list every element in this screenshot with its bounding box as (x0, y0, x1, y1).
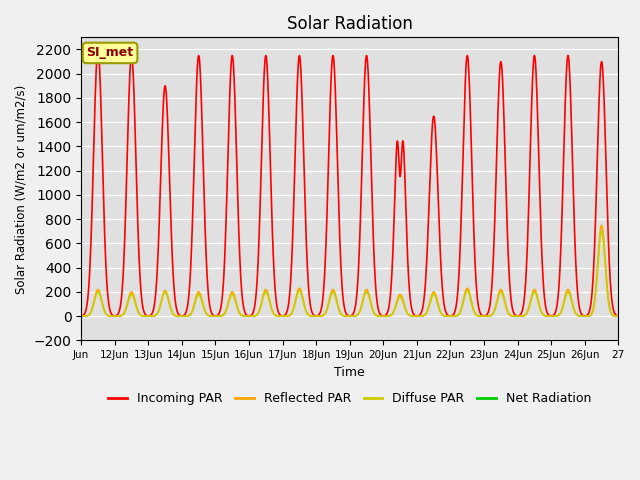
Diffuse PAR (161, 289, 169, 295)
Diffuse PAR (77, 313, 85, 319)
Legend: Incoming PAR, Reflected PAR, Diffuse PAR, Net Radiation: Incoming PAR, Reflected PAR, Diffuse PAR… (103, 387, 596, 410)
Incoming PAR (336, 236, 344, 242)
Net Radiation (608, 436, 616, 442)
Net Radiation (614, 449, 622, 455)
Reflected PAR (614, 313, 622, 319)
Incoming PAR (477, 311, 484, 316)
Diffuse PAR (326, 299, 333, 304)
Incoming PAR (608, 296, 616, 302)
Reflected PAR (161, 288, 169, 294)
Y-axis label: Solar Radiation (W/m2 or um/m2/s): Solar Radiation (W/m2 or um/m2/s) (15, 84, 28, 293)
Diffuse PAR (335, 308, 343, 314)
Net Radiation (556, 426, 563, 432)
Reflected PAR (608, 311, 616, 317)
Diffuse PAR (608, 312, 616, 317)
X-axis label: Time: Time (334, 366, 365, 379)
Net Radiation (77, 449, 85, 455)
Incoming PAR (556, 279, 563, 285)
Title: Solar Radiation: Solar Radiation (287, 15, 413, 33)
Line: Diffuse PAR: Diffuse PAR (81, 231, 618, 316)
Diffuse PAR (598, 228, 605, 234)
Reflected PAR (555, 312, 563, 318)
Line: Reflected PAR: Reflected PAR (81, 225, 618, 316)
Diffuse PAR (614, 313, 622, 319)
Net Radiation (326, 383, 333, 388)
Line: Incoming PAR: Incoming PAR (81, 49, 618, 316)
Net Radiation (161, 373, 169, 379)
Diffuse PAR (476, 313, 484, 319)
Reflected PAR (598, 222, 605, 228)
Incoming PAR (162, 84, 170, 90)
Reflected PAR (476, 313, 484, 319)
Reflected PAR (335, 308, 343, 313)
Text: SI_met: SI_met (86, 47, 134, 60)
Incoming PAR (77, 313, 85, 319)
Net Radiation (296, 370, 303, 376)
Reflected PAR (77, 313, 85, 319)
Line: Net Radiation: Net Radiation (81, 373, 618, 452)
Net Radiation (336, 410, 344, 416)
Incoming PAR (326, 119, 333, 124)
Net Radiation (477, 440, 484, 446)
Diffuse PAR (555, 312, 563, 318)
Incoming PAR (614, 313, 622, 319)
Reflected PAR (326, 297, 333, 303)
Incoming PAR (94, 47, 102, 52)
